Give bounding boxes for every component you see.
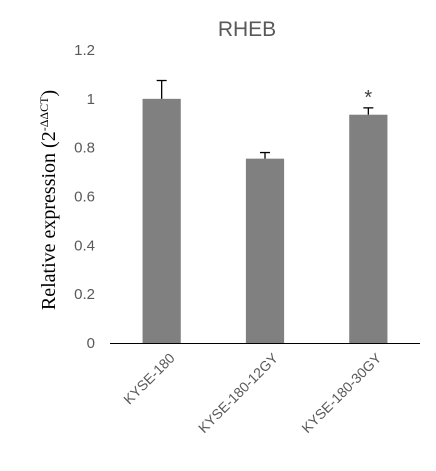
x-tick-label: KYSE-180 [120,350,178,408]
y-axis-title-superscript: -ΔΔCT [37,96,51,131]
y-tick-label: 0.4 [74,237,95,254]
annotations-group: * [364,87,372,109]
error-bars-group [156,79,374,159]
x-axis-labels: KYSE-180 KYSE-180-12GY KYSE-180-30GY [120,349,385,436]
y-tick-label: 0.6 [74,189,95,206]
x-tick-label: KYSE-180-12GY [195,349,282,436]
y-axis-title: Relative expression (2-ΔΔCT) [37,90,60,310]
bars-group [142,98,388,344]
significance-marker: * [364,87,372,109]
y-tick-label: 0.8 [74,140,95,157]
y-tick-label: 1 [87,91,95,108]
y-tick-label: 0 [87,335,95,352]
y-tick-label: 0.2 [74,286,95,303]
x-tick-label: KYSE-180-30GY [298,349,385,436]
y-axis-title-main: Relative expression (2 [38,131,60,310]
chart-title: RHEB [218,18,276,41]
y-tick-label: 1.2 [74,42,95,59]
bar [142,98,181,343]
y-axis-ticks: 0 0.2 0.4 0.6 0.8 1 1.2 [74,42,95,352]
bar [245,158,285,343]
bar [349,114,388,344]
y-axis-title-close: ) [38,90,60,97]
